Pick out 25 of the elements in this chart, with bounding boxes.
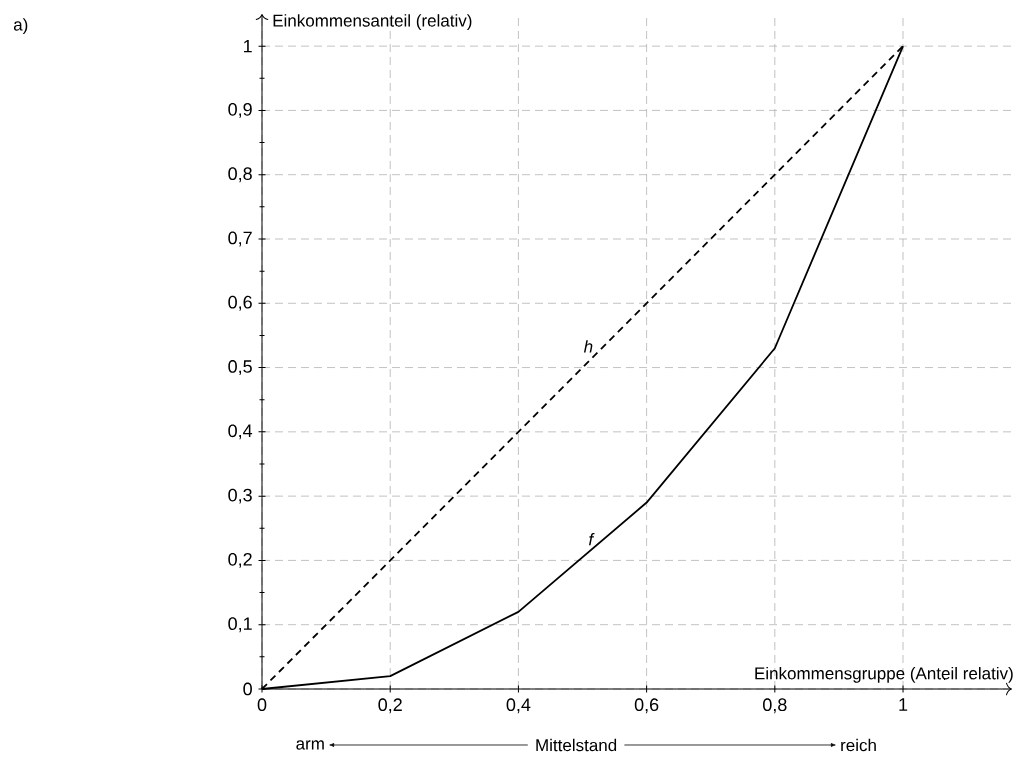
annotation: h bbox=[583, 340, 593, 353]
y-tick-label: 0,5 bbox=[228, 360, 252, 375]
x-tick-label: 0 bbox=[257, 698, 267, 712]
y-tick-label: 0,6 bbox=[228, 295, 252, 311]
y-tick-label: 0,7 bbox=[228, 231, 252, 247]
y-tick-label: 0 bbox=[243, 682, 252, 696]
text: reich bbox=[841, 738, 876, 752]
x-tick-label: 1 bbox=[899, 698, 908, 711]
y-tick-label: 0,8 bbox=[228, 167, 252, 183]
y-tick-label: 0,1 bbox=[228, 617, 252, 633]
y-tick-label: 0,2 bbox=[228, 552, 252, 568]
y-tick-label: 0,9 bbox=[228, 102, 252, 118]
x-tick-label: 0,4 bbox=[506, 698, 531, 714]
x-tick-label: 0,2 bbox=[378, 698, 402, 714]
y-tick-label: 0,3 bbox=[228, 488, 252, 504]
text: a) bbox=[13, 18, 28, 35]
y-tick-label: 0,4 bbox=[228, 424, 253, 440]
text: arm bbox=[296, 740, 324, 750]
text: Mittelstand bbox=[536, 738, 617, 752]
y-tick-label: 1 bbox=[243, 39, 252, 53]
x-tick-label: 0,8 bbox=[763, 698, 787, 714]
x-tick-label: 0,6 bbox=[634, 698, 659, 714]
y-axis-title: Einkommensanteil (relativ) bbox=[273, 14, 472, 31]
annotation: f bbox=[588, 533, 595, 546]
x-axis-title: Einkommensgruppe (Anteil relativ) bbox=[755, 666, 1013, 683]
